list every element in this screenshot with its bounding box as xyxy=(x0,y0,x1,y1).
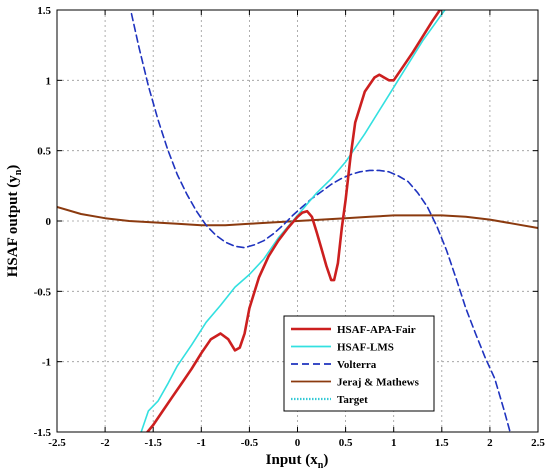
x-tick-label: -2.5 xyxy=(48,437,66,449)
legend-label: HSAF-APA-Fair xyxy=(337,324,416,336)
legend-label: HSAF-LMS xyxy=(337,342,394,354)
x-tick-label: -1 xyxy=(197,437,206,449)
x-tick-labels: -2.5 -2 -1.5 -1 -0.5 0 0.5 1 1.5 2 2.5 xyxy=(48,437,545,449)
legend: HSAF-APA-Fair HSAF-LMS Volterra Jeraj & Mat… xyxy=(283,315,435,412)
y-tick-label: -1.5 xyxy=(34,427,52,439)
x-tick-label: -1.5 xyxy=(144,437,162,449)
y-axis-label: HSAF output (yn) xyxy=(5,165,24,278)
series-line-hsaf-apa-fair xyxy=(145,10,442,432)
legend-label: Target xyxy=(337,394,368,406)
y-axis-label-subscript: n xyxy=(13,169,24,175)
x-tick-label: 2 xyxy=(487,437,493,449)
tick-marks xyxy=(56,9,539,433)
x-tick-label: 2.5 xyxy=(531,437,545,449)
x-tick-label: -0.5 xyxy=(241,437,259,449)
x-tick-label: 0.5 xyxy=(339,437,353,449)
y-tick-labels: -1.5 -1 -0.5 0 0.5 1 1.5 xyxy=(34,5,52,439)
x-axis-label: Input (xn) xyxy=(266,452,329,471)
series-lines xyxy=(57,10,538,432)
x-tick-label: -2 xyxy=(101,437,111,449)
series-line-volterra xyxy=(129,10,511,432)
series-line-jeraj-mathews xyxy=(57,205,538,229)
x-tick-label: 0 xyxy=(295,437,301,449)
y-tick-label: 0 xyxy=(46,216,52,228)
y-tick-label: -1 xyxy=(42,357,51,369)
x-axis-label-subscript: n xyxy=(318,460,324,471)
x-tick-label: 1 xyxy=(391,437,397,449)
y-tick-label: -0.5 xyxy=(34,286,52,298)
x-tick-label: 1.5 xyxy=(435,437,449,449)
legend-label: Jeraj & Mathews xyxy=(337,377,420,389)
y-tick-label: 1.5 xyxy=(37,5,51,17)
y-tick-label: 0.5 xyxy=(37,146,51,158)
y-tick-label: 1 xyxy=(46,75,52,87)
legend-label: Volterra xyxy=(337,359,377,371)
